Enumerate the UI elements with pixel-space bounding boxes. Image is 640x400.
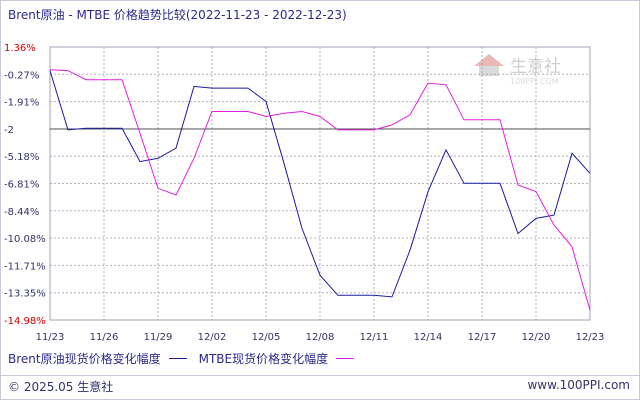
y-tick-label: -0.27% <box>4 70 39 81</box>
x-tick-label: 12/17 <box>468 332 497 343</box>
chart-title: Brent原油 - MTBE 价格趋势比较(2022-11-23 - 2022-… <box>8 8 347 22</box>
legend-label-mtbe: MTBE现货价格变化幅度 <box>198 351 329 366</box>
line-chart: 生意社 100PPI.COM 1.36% -0.27% -1.91% -2 -5.18%… <box>4 43 605 343</box>
x-tick-label: 12/20 <box>522 332 551 343</box>
series-lines <box>49 69 591 311</box>
legend-item-mtbe[interactable]: MTBE现货价格变化幅度 <box>199 350 355 367</box>
y-tick-label: -6.81% <box>4 180 39 191</box>
house-icon <box>474 54 504 66</box>
x-axis-ticks: 11/23 11/26 11/29 12/02 12/05 12/08 12/11 12/14… <box>36 332 605 343</box>
legend-swatch-mtbe <box>336 357 355 359</box>
x-tick-label: 12/14 <box>414 332 443 343</box>
y-tick-label: -5.18% <box>4 152 39 163</box>
x-tick-label: 11/29 <box>144 332 173 343</box>
brent-series-line <box>49 70 591 298</box>
website-link[interactable]: www.100PPI.com <box>527 378 630 392</box>
chart-legend: Brent原油现货价格变化幅度 MTBE现货价格变化幅度 <box>8 350 366 366</box>
watermark-url: 100PPI.COM <box>510 77 559 86</box>
footer-divider <box>0 375 640 376</box>
legend-label-brent: Brent原油现货价格变化幅度 <box>8 351 161 366</box>
x-tick-label: 12/02 <box>198 332 227 343</box>
y-tick-label: -11.71% <box>4 261 46 272</box>
y-tick-label: 1.36% <box>4 43 36 54</box>
mtbe-series-line <box>49 69 591 311</box>
x-tick-label: 12/23 <box>576 332 605 343</box>
watermark-brand: 生意社 <box>510 57 561 77</box>
legend-swatch-brent <box>168 357 187 359</box>
x-tick-label: 11/26 <box>90 332 119 343</box>
house-icon-body <box>479 66 499 76</box>
watermark-logo: 生意社 100PPI.COM <box>474 54 561 86</box>
y-tick-label: -1.91% <box>4 98 39 109</box>
y-tick-label: -8.44% <box>4 207 39 218</box>
x-tick-label: 12/05 <box>252 332 281 343</box>
y-tick-label: -14.98% <box>4 316 46 327</box>
y-tick-label: -10.08% <box>4 234 46 245</box>
x-tick-label: 11/23 <box>36 332 65 343</box>
legend-item-brent[interactable]: Brent原油现货价格变化幅度 <box>8 350 187 367</box>
x-tick-label: 12/08 <box>306 332 335 343</box>
grid <box>49 46 591 321</box>
y-tick-label: -2 <box>4 125 14 136</box>
x-tick-label: 12/11 <box>360 332 389 343</box>
y-axis-ticks: 1.36% -0.27% -1.91% -2 -5.18% -6.81% -8.44% -10… <box>4 43 46 327</box>
copyright-text: © 2025.05 生意社 <box>8 380 114 394</box>
plot-border <box>49 46 591 321</box>
y-tick-label: -13.35% <box>4 289 46 300</box>
